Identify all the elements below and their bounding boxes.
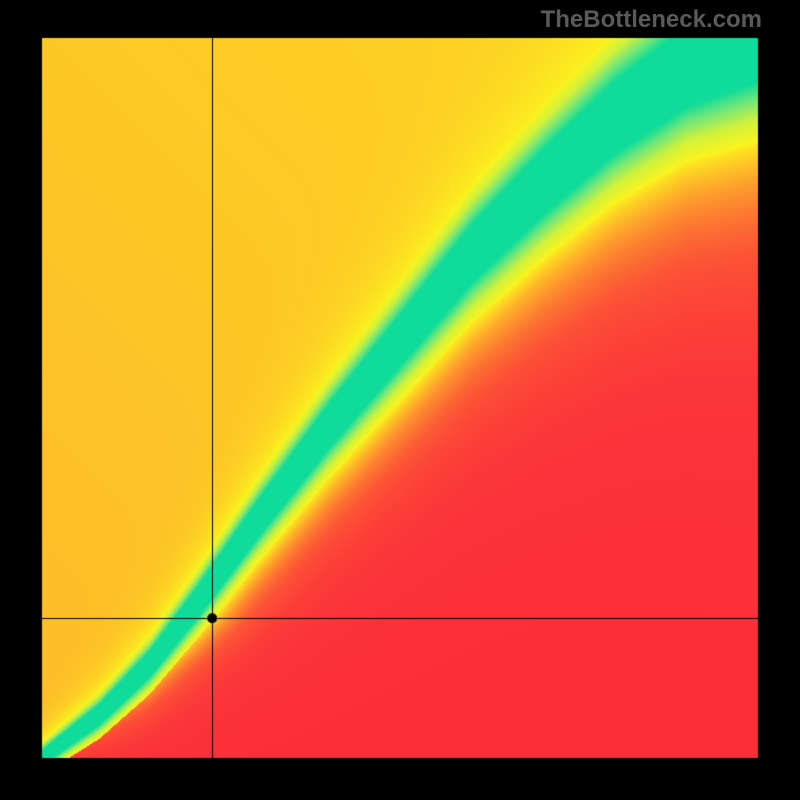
bottleneck-heatmap — [0, 0, 800, 800]
watermark-text: TheBottleneck.com — [541, 6, 762, 34]
chart-container: TheBottleneck.com — [0, 0, 800, 800]
